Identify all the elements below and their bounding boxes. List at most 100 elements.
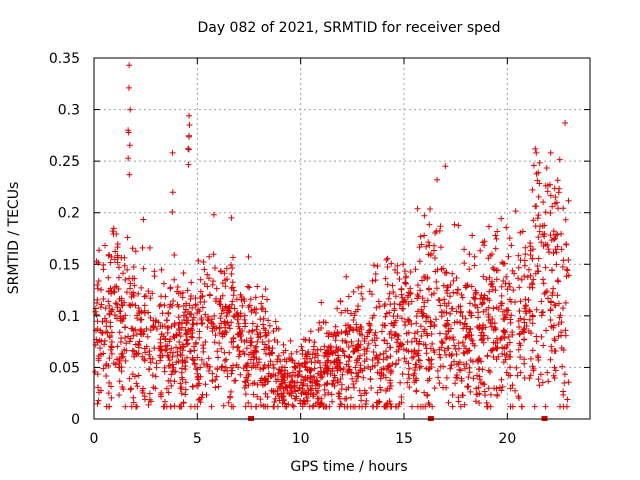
data-point bbox=[459, 392, 466, 399]
data-point bbox=[230, 292, 237, 299]
data-point bbox=[147, 295, 154, 302]
data-point bbox=[174, 301, 181, 308]
data-point bbox=[487, 403, 494, 410]
data-point bbox=[209, 378, 216, 385]
data-point bbox=[415, 293, 422, 300]
data-point bbox=[217, 301, 224, 308]
data-point bbox=[526, 284, 533, 291]
data-point bbox=[235, 343, 242, 350]
data-point bbox=[115, 264, 122, 271]
data-point bbox=[186, 302, 193, 309]
data-point bbox=[522, 251, 529, 258]
data-point bbox=[335, 346, 342, 353]
data-point bbox=[433, 285, 440, 292]
data-point bbox=[561, 371, 568, 378]
data-point bbox=[262, 377, 269, 384]
data-point bbox=[105, 298, 112, 305]
data-point bbox=[141, 293, 148, 300]
data-point bbox=[117, 315, 124, 322]
data-point bbox=[565, 379, 572, 386]
data-point bbox=[455, 340, 462, 347]
data-point bbox=[383, 366, 390, 373]
data-point bbox=[505, 372, 512, 379]
data-point bbox=[307, 375, 314, 382]
data-point bbox=[451, 358, 458, 365]
data-point bbox=[129, 301, 136, 308]
data-point bbox=[158, 331, 165, 338]
data-point bbox=[121, 346, 128, 353]
data-point bbox=[550, 324, 557, 331]
data-point bbox=[554, 277, 561, 284]
data-point bbox=[499, 259, 506, 266]
data-point bbox=[518, 276, 525, 283]
data-point bbox=[131, 282, 138, 289]
data-point bbox=[550, 250, 557, 257]
data-point bbox=[338, 385, 345, 392]
data-point bbox=[340, 365, 347, 372]
data-point bbox=[245, 373, 252, 380]
data-point bbox=[451, 342, 458, 349]
data-point bbox=[316, 319, 323, 326]
data-point bbox=[421, 326, 428, 333]
data-point bbox=[110, 225, 117, 232]
y-tick-label: 0.35 bbox=[49, 51, 80, 67]
data-point bbox=[543, 327, 550, 334]
data-point bbox=[530, 217, 537, 224]
data-point bbox=[462, 315, 469, 322]
data-point bbox=[277, 385, 284, 392]
y-tick-label: 0.05 bbox=[49, 360, 80, 376]
data-point bbox=[516, 331, 523, 338]
data-point bbox=[247, 339, 254, 346]
data-point bbox=[487, 281, 494, 288]
data-point bbox=[413, 361, 420, 368]
data-point bbox=[219, 333, 226, 340]
data-point bbox=[469, 232, 476, 239]
data-point bbox=[420, 341, 427, 348]
data-point bbox=[141, 356, 148, 363]
data-point bbox=[198, 316, 205, 323]
data-point bbox=[303, 394, 310, 401]
data-point bbox=[204, 324, 211, 331]
data-point bbox=[142, 349, 149, 356]
data-point bbox=[250, 391, 257, 398]
data-point bbox=[417, 287, 424, 294]
data-point bbox=[179, 341, 186, 348]
data-point bbox=[94, 282, 101, 289]
data-point bbox=[120, 353, 127, 360]
data-point bbox=[522, 244, 529, 251]
data-point bbox=[406, 375, 413, 382]
data-point bbox=[158, 293, 165, 300]
data-point bbox=[178, 390, 185, 397]
data-point bbox=[485, 385, 492, 392]
data-point bbox=[273, 378, 280, 385]
data-point bbox=[462, 284, 469, 291]
data-point bbox=[297, 397, 304, 404]
data-point bbox=[169, 368, 176, 375]
data-point bbox=[465, 329, 472, 336]
data-point bbox=[432, 316, 439, 323]
data-point bbox=[500, 333, 507, 340]
data-point bbox=[403, 358, 410, 365]
data-point bbox=[247, 356, 254, 363]
data-point bbox=[500, 260, 507, 267]
data-point bbox=[519, 403, 526, 410]
data-point bbox=[382, 313, 389, 320]
data-point bbox=[353, 359, 360, 366]
data-point bbox=[392, 317, 399, 324]
y-tick-label: 0.3 bbox=[58, 103, 80, 119]
data-point bbox=[542, 209, 549, 216]
data-point bbox=[384, 385, 391, 392]
data-point bbox=[416, 364, 423, 371]
data-point bbox=[426, 285, 433, 292]
data-point bbox=[145, 401, 152, 408]
data-point bbox=[445, 399, 452, 406]
data-point bbox=[210, 251, 217, 258]
data-point bbox=[453, 374, 460, 381]
data-point bbox=[529, 320, 536, 327]
data-point bbox=[116, 308, 123, 315]
data-point bbox=[356, 387, 363, 394]
data-point bbox=[498, 215, 505, 222]
data-point bbox=[248, 349, 255, 356]
data-point bbox=[552, 348, 559, 355]
data-point bbox=[140, 265, 147, 272]
